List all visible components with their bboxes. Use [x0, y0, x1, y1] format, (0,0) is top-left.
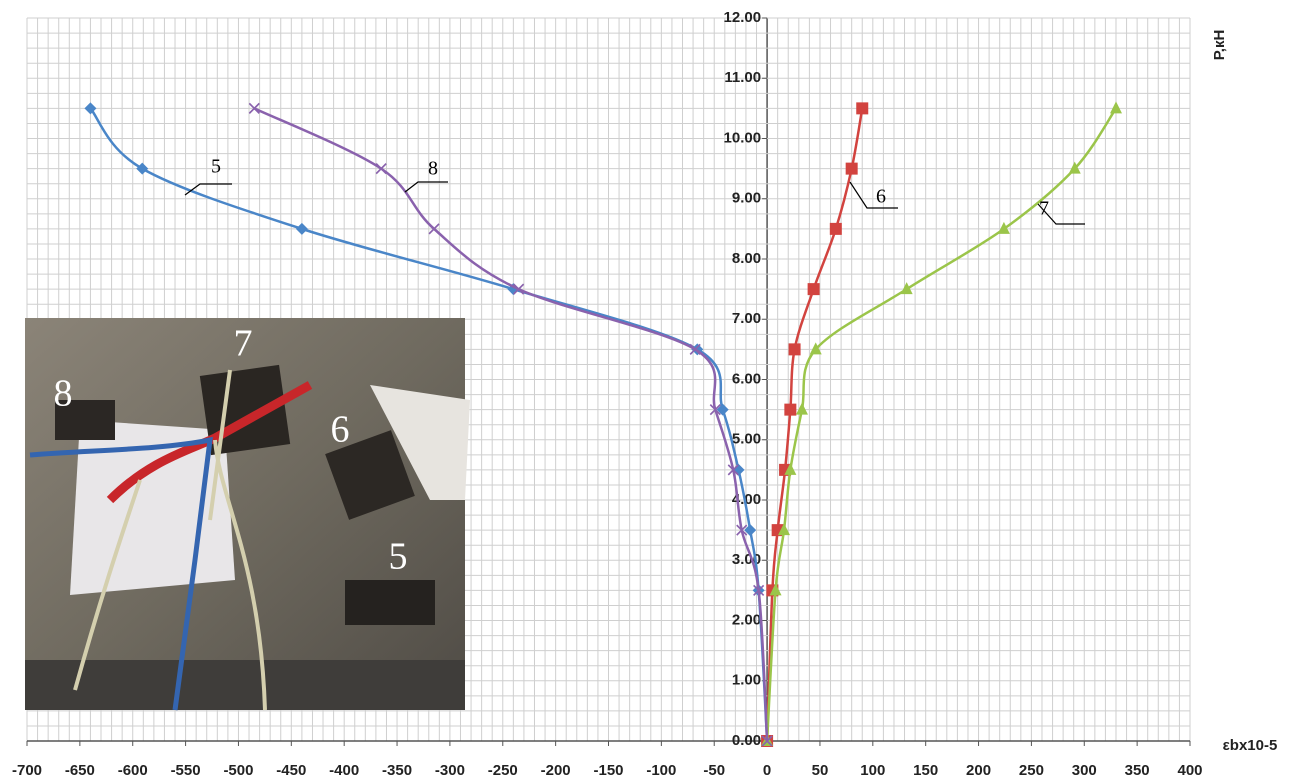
- x-tick-label: 350: [1125, 762, 1150, 779]
- x-tick-label: 50: [812, 762, 829, 779]
- photo-paper: [370, 385, 470, 500]
- x-tick-label: 300: [1072, 762, 1097, 779]
- series-label: 6: [876, 186, 886, 208]
- y-tick-label: 7.00: [732, 310, 761, 327]
- plot: 0.001.002.003.004.005.006.007.008.009.00…: [12, 9, 1277, 779]
- x-tick-label: 400: [1177, 762, 1202, 779]
- callout-line: [404, 181, 448, 193]
- x-tick-label: -50: [703, 762, 725, 779]
- photo-wire: [29, 436, 213, 711]
- point: [784, 403, 797, 416]
- point: [1109, 101, 1122, 114]
- point: [1068, 161, 1081, 174]
- x-tick-label: 150: [913, 762, 938, 779]
- point: [716, 403, 729, 416]
- inset-photo: 8 7 6 5: [25, 318, 470, 711]
- point: [295, 222, 308, 235]
- photo-label: 7: [234, 323, 253, 365]
- x-tick-label: -200: [541, 762, 571, 779]
- series-label: 7: [1039, 198, 1049, 220]
- x-tick-label: -550: [171, 762, 201, 779]
- photo-label: 5: [389, 536, 408, 578]
- y-tick-label: 9.00: [732, 190, 761, 207]
- point: [845, 162, 858, 175]
- photo-wire: [73, 369, 267, 711]
- x-tick-label: 200: [966, 762, 991, 779]
- y-tick-label: 10.00: [724, 129, 762, 146]
- point: [689, 343, 701, 355]
- point: [788, 343, 801, 356]
- point: [248, 102, 260, 114]
- photo-gauge: [345, 580, 435, 625]
- y-tick-label: 0.00: [732, 732, 761, 749]
- x-tick-label: -500: [223, 762, 253, 779]
- y-axis-label: P,кН: [1211, 30, 1228, 61]
- series-label: 5: [211, 156, 221, 178]
- x-tick-label: 0: [763, 762, 771, 779]
- point: [900, 282, 913, 295]
- point: [829, 222, 842, 235]
- x-tick-label: -450: [276, 762, 306, 779]
- point: [136, 162, 149, 175]
- y-tick-label: 6.00: [732, 370, 761, 387]
- x-tick-label: -250: [488, 762, 518, 779]
- point: [375, 163, 387, 175]
- point: [753, 584, 765, 596]
- point: [513, 283, 525, 295]
- y-tick-label: 5.00: [732, 431, 761, 448]
- point: [761, 735, 773, 747]
- photo-shadow: [25, 660, 465, 710]
- x-tick-label: -350: [382, 762, 412, 779]
- point: [736, 524, 748, 536]
- y-tick-label: 1.00: [732, 672, 761, 689]
- photo-gauge: [55, 400, 115, 440]
- point: [795, 402, 808, 415]
- x-tick-label: -700: [12, 762, 42, 779]
- y-tick-label: 11.00: [724, 69, 761, 86]
- y-tick-label: 2.00: [732, 611, 761, 628]
- point: [778, 523, 791, 536]
- callout-line: [849, 181, 898, 209]
- point: [709, 404, 721, 416]
- point: [809, 342, 822, 355]
- x-axis-label: εbx10-5: [1223, 737, 1278, 754]
- x-tick-label: 100: [860, 762, 885, 779]
- callout-line: [1037, 203, 1085, 225]
- x-tick-label: -300: [435, 762, 465, 779]
- photo-label: 6: [331, 409, 350, 451]
- point: [856, 102, 869, 115]
- photo-label: 8: [54, 373, 73, 415]
- series-label: 8: [428, 158, 438, 180]
- x-tick-label: -600: [118, 762, 148, 779]
- x-tick-label: -100: [646, 762, 676, 779]
- x-tick-label: -400: [329, 762, 359, 779]
- series-line: [765, 107, 1118, 742]
- y-tick-label: 8.00: [732, 250, 761, 267]
- x-tick-label: -650: [65, 762, 95, 779]
- x-tick-label: 250: [1019, 762, 1044, 779]
- point: [428, 223, 440, 235]
- point: [84, 102, 97, 115]
- callout-line: [184, 183, 232, 196]
- point: [807, 283, 820, 296]
- point: [784, 462, 797, 475]
- photo-gauge: [325, 430, 415, 520]
- point: [744, 524, 757, 537]
- x-tick-label: -150: [593, 762, 623, 779]
- y-tick-label: 12.00: [724, 9, 762, 26]
- point: [769, 583, 782, 596]
- point: [727, 464, 739, 476]
- point: [997, 221, 1010, 234]
